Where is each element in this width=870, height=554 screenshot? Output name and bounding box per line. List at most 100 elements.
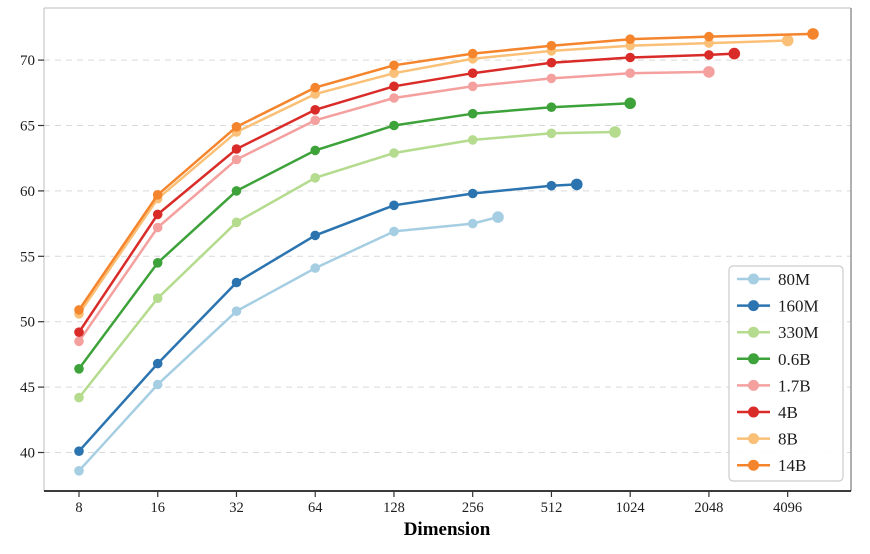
x-tick-label: 8 — [75, 500, 82, 516]
legend-label: 80M — [778, 270, 810, 289]
legend-marker — [748, 433, 759, 445]
legend-marker — [748, 326, 759, 338]
legend-marker — [748, 300, 759, 312]
data-point-1.7B — [703, 66, 715, 78]
data-point-330M — [609, 126, 621, 138]
legend-marker — [748, 459, 759, 471]
series-line-4B — [77, 52, 736, 334]
data-point-0.6B — [467, 108, 478, 119]
data-point-8B — [389, 68, 399, 78]
data-point-0.6B — [310, 145, 321, 156]
data-point-0.6B — [152, 258, 163, 268]
data-point-330M — [74, 392, 84, 403]
x-tick-label: 2048 — [694, 500, 723, 516]
series-line-160M — [77, 183, 579, 453]
data-point-4B — [704, 50, 714, 60]
data-point-80M — [152, 379, 163, 390]
data-point-160M — [152, 358, 163, 369]
data-point-0.6B — [74, 364, 84, 374]
data-point-4B — [74, 327, 84, 338]
x-tick-label: 16 — [150, 500, 165, 516]
data-point-160M — [310, 230, 321, 241]
data-point-1.7B — [625, 68, 635, 78]
data-point-14B — [389, 60, 399, 71]
legend-marker — [748, 406, 759, 418]
data-point-160M — [571, 178, 583, 191]
data-point-160M — [231, 277, 242, 288]
data-point-14B — [74, 305, 84, 315]
data-point-14B — [152, 190, 163, 200]
x-axis-title: Dimension — [404, 519, 491, 540]
x-tick-label: 32 — [229, 500, 244, 516]
series-line-0.6B — [77, 102, 632, 371]
data-point-80M — [74, 466, 84, 476]
data-point-0.6B — [624, 97, 636, 110]
series-line-330M — [77, 130, 617, 399]
x-tick-label: 64 — [308, 500, 323, 516]
legend-label: 1.7B — [778, 376, 811, 395]
data-point-14B — [807, 28, 819, 40]
data-point-80M — [467, 218, 478, 229]
data-point-1.7B — [389, 93, 399, 103]
data-point-160M — [74, 446, 84, 457]
data-point-14B — [704, 31, 714, 42]
legend-label: 0.6B — [778, 350, 811, 369]
data-point-0.6B — [231, 186, 242, 196]
legend-marker — [748, 379, 759, 391]
data-point-330M — [389, 148, 399, 158]
data-point-4B — [728, 47, 741, 60]
legend-label: 4B — [778, 403, 798, 422]
legend-marker — [748, 353, 759, 365]
x-tick-label: 1024 — [616, 500, 646, 516]
data-point-4B — [310, 105, 321, 115]
data-point-4B — [152, 209, 163, 220]
data-point-14B — [467, 48, 478, 59]
data-point-4B — [389, 81, 399, 92]
data-point-330M — [546, 128, 557, 139]
data-point-1.7B — [152, 222, 163, 233]
data-point-8B — [781, 34, 794, 47]
data-point-1.7B — [74, 336, 84, 347]
y-tick-label: 60 — [20, 184, 35, 200]
data-point-14B — [625, 34, 635, 44]
series-line-8B — [77, 39, 789, 316]
data-point-160M — [467, 188, 478, 199]
y-tick-label: 45 — [20, 380, 35, 396]
series-line-14B — [77, 32, 815, 312]
data-point-80M — [310, 263, 321, 273]
y-tick-label: 55 — [20, 249, 35, 265]
data-point-14B — [310, 82, 321, 93]
data-point-4B — [546, 57, 557, 68]
data-point-14B — [546, 40, 557, 51]
series-line-80M — [77, 215, 500, 473]
data-point-14B — [231, 122, 242, 132]
legend-box — [728, 265, 844, 482]
y-tick-label: 70 — [20, 53, 35, 69]
y-tick-label: 65 — [20, 119, 35, 135]
data-point-330M — [310, 173, 321, 183]
legend-label: 8B — [778, 430, 798, 449]
data-point-1.7B — [467, 81, 478, 92]
data-point-80M — [231, 306, 242, 317]
y-tick-label: 40 — [20, 446, 35, 462]
data-point-160M — [546, 180, 557, 191]
legend-label: 160M — [778, 297, 819, 316]
data-point-330M — [467, 135, 478, 145]
data-point-0.6B — [389, 120, 399, 131]
data-point-160M — [389, 200, 399, 211]
data-point-1.7B — [310, 115, 321, 126]
x-tick-label: 256 — [462, 500, 484, 516]
data-point-80M — [492, 211, 504, 223]
data-point-4B — [231, 144, 242, 154]
legend-marker — [748, 273, 759, 285]
x-tick-label: 512 — [541, 500, 563, 516]
data-point-330M — [231, 217, 242, 228]
data-point-4B — [625, 52, 635, 63]
data-point-0.6B — [546, 102, 557, 112]
legend-label: 330M — [778, 323, 819, 342]
data-point-330M — [152, 293, 163, 304]
legend-label: 14B — [778, 456, 806, 475]
x-tick-label: 128 — [383, 500, 405, 516]
